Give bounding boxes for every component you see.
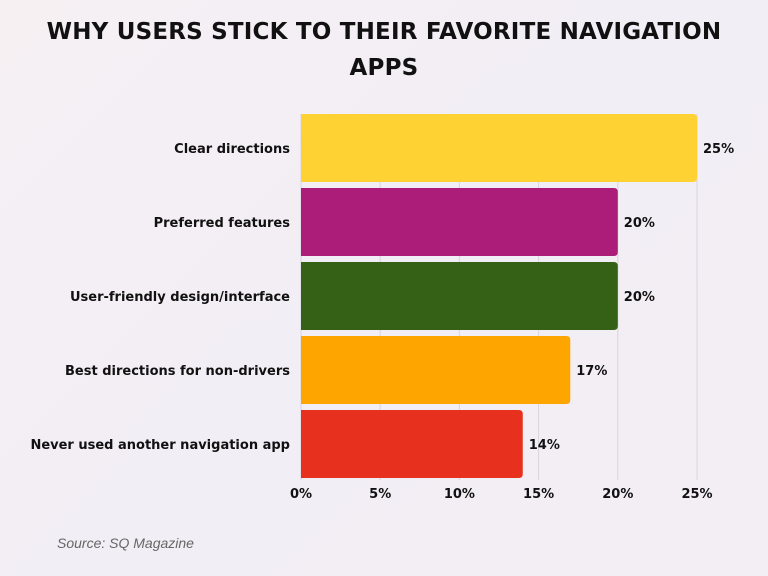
bar [301, 410, 523, 478]
category-label: Best directions for non-drivers [65, 364, 290, 379]
x-tick-label: 0% [290, 487, 312, 502]
value-label: 25% [703, 142, 734, 157]
value-label: 14% [529, 438, 560, 453]
category-label: Never used another navigation app [30, 438, 290, 453]
bar [301, 114, 697, 182]
source-note: Source: SQ Magazine [57, 535, 194, 551]
x-tick-label: 25% [681, 487, 712, 502]
x-tick-label: 15% [523, 487, 554, 502]
bar [301, 188, 618, 256]
value-label: 20% [624, 290, 655, 305]
category-label: User-friendly design/interface [70, 290, 290, 305]
x-tick-label: 5% [369, 487, 391, 502]
bar [301, 336, 571, 404]
category-label: Clear directions [174, 142, 290, 157]
chart-title: WHY USERS STICK TO THEIR FAVORITE NAVIGA… [46, 19, 722, 81]
category-label: Preferred features [154, 216, 291, 231]
bar [301, 262, 618, 330]
x-tick-label: 20% [602, 487, 633, 502]
value-label: 17% [576, 364, 607, 379]
x-tick-label: 10% [444, 487, 475, 502]
value-label: 20% [624, 216, 655, 231]
